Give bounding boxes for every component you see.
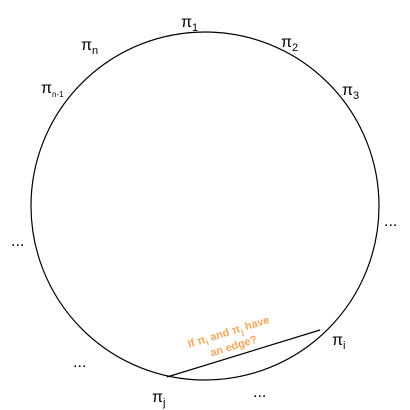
ellipsis-bottom-right: ... xyxy=(253,384,266,401)
permutation-circle xyxy=(30,31,380,381)
ellipsis-left: ... xyxy=(11,233,24,250)
node-label-pi-2: π2 xyxy=(281,34,298,54)
node-label-pi-i: πi xyxy=(332,332,346,352)
ellipsis-bottom-left: ... xyxy=(73,354,86,371)
node-label-pi-n: πn xyxy=(81,37,98,57)
edge-chord-pi-i-pi-j xyxy=(166,329,321,378)
node-label-pi-j: πj xyxy=(152,389,166,409)
node-label-pi-n-minus-1: πn-1 xyxy=(41,80,64,99)
node-label-pi-3: π3 xyxy=(342,82,359,102)
node-label-pi-1: π1 xyxy=(181,14,198,34)
ellipsis-right: ... xyxy=(384,213,397,230)
